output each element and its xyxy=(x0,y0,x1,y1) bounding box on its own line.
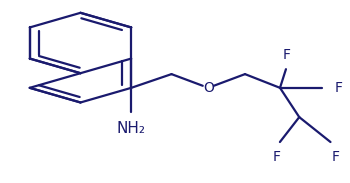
Text: O: O xyxy=(203,81,214,95)
Text: F: F xyxy=(332,150,340,164)
Text: F: F xyxy=(334,81,342,95)
Text: NH₂: NH₂ xyxy=(117,121,146,136)
Text: F: F xyxy=(283,48,291,62)
Text: F: F xyxy=(273,150,280,164)
